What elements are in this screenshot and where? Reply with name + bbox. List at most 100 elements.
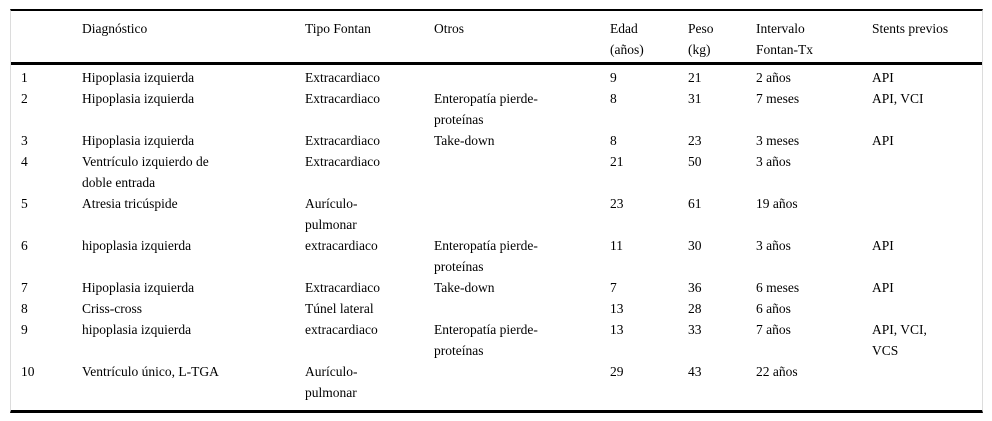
peso-cell: 43	[688, 363, 702, 379]
column-header-intervalo-fontan-tx: Intervalo Fontan-Tx	[756, 11, 872, 65]
stents-cell: API, VCI, VCS	[872, 321, 927, 358]
peso-cell: 31	[688, 90, 702, 106]
intervalo-cell: 19 años	[756, 195, 798, 211]
table-row: 3 Hipoplasia izquierda Extracardiaco Tak…	[11, 130, 982, 151]
column-header-peso: Peso (kg)	[688, 11, 756, 65]
peso-cell: 30	[688, 237, 702, 253]
edad-cell: 11	[610, 237, 623, 253]
tipo-fontan-cell: Extracardiaco	[305, 90, 380, 106]
stents-cell: API	[872, 69, 894, 85]
diagnostico-cell: Hipoplasia izquierda	[82, 90, 195, 106]
otros-cell	[434, 151, 610, 193]
table-row: 2 Hipoplasia izquierda Extracardiaco Ent…	[11, 88, 982, 130]
row-number-cell: 5	[21, 195, 28, 211]
intervalo-cell: 3 años	[756, 237, 791, 253]
intervalo-cell: 6 meses	[756, 279, 800, 295]
diagnostico-cell: Criss-cross	[82, 300, 142, 316]
tipo-fontan-cell: Extracardiaco	[305, 279, 380, 295]
row-number-cell: 4	[21, 153, 28, 169]
edad-cell: 9	[610, 69, 617, 85]
row-number-cell: 2	[21, 90, 28, 106]
diagnostico-cell: Hipoplasia izquierda	[82, 279, 195, 295]
edad-cell: 13	[610, 300, 624, 316]
peso-cell: 36	[688, 279, 702, 295]
peso-cell: 28	[688, 300, 702, 316]
table-row: 1 Hipoplasia izquierda Extracardiaco 9 2…	[11, 63, 982, 88]
intervalo-cell: 6 años	[756, 300, 791, 316]
otros-cell: Take-down	[434, 132, 495, 148]
intervalo-cell: 7 meses	[756, 90, 800, 106]
peso-cell: 61	[688, 195, 702, 211]
stents-cell	[872, 151, 982, 193]
row-number-cell: 8	[21, 300, 28, 316]
diagnostico-cell: Ventrículo único, L-TGA	[82, 363, 219, 379]
tipo-fontan-cell: extracardiaco	[305, 237, 378, 253]
edad-cell: 13	[610, 321, 624, 337]
stents-cell: API	[872, 132, 894, 148]
stents-cell: API	[872, 237, 894, 253]
edad-cell: 8	[610, 132, 617, 148]
patients-table: Diagnóstico Tipo Fontan Otros Edad (años…	[11, 11, 982, 403]
otros-cell	[434, 298, 610, 319]
tipo-fontan-cell: Aurículo- pulmonar	[305, 363, 358, 400]
patients-table-container: Diagnóstico Tipo Fontan Otros Edad (años…	[10, 9, 983, 413]
peso-cell: 23	[688, 132, 702, 148]
column-header-stents-previos: Stents previos	[872, 11, 982, 65]
diagnostico-cell: Atresia tricúspide	[82, 195, 178, 211]
tipo-fontan-cell: Extracardiaco	[305, 132, 380, 148]
otros-cell: Enteropatía pierde- proteínas	[434, 90, 538, 127]
tipo-fontan-cell: Extracardiaco	[305, 153, 380, 169]
intervalo-cell: 22 años	[756, 363, 798, 379]
intervalo-cell: 2 años	[756, 69, 791, 85]
diagnostico-cell: hipoplasia izquierda	[82, 237, 192, 253]
row-number-cell: 3	[21, 132, 28, 148]
row-number-cell: 9	[21, 321, 28, 337]
intervalo-cell: 3 años	[756, 153, 791, 169]
otros-cell: Take-down	[434, 279, 495, 295]
table-row: 4 Ventrículo izquierdo de doble entrada …	[11, 151, 982, 193]
otros-cell	[434, 63, 610, 88]
row-number-cell: 10	[21, 363, 35, 379]
column-header-diagnostico: Diagnóstico	[82, 11, 305, 65]
otros-cell	[434, 193, 610, 235]
diagnostico-cell: Ventrículo izquierdo de doble entrada	[82, 153, 209, 190]
row-number-cell: 7	[21, 279, 28, 295]
diagnostico-cell: hipoplasia izquierda	[82, 321, 192, 337]
diagnostico-cell: Hipoplasia izquierda	[82, 132, 195, 148]
otros-cell: Enteropatía pierde- proteínas	[434, 237, 538, 274]
intervalo-cell: 3 meses	[756, 132, 800, 148]
otros-cell: Enteropatía pierde- proteínas	[434, 321, 538, 358]
column-header-edad: Edad (años)	[610, 11, 688, 65]
table-row: 5 Atresia tricúspide Aurículo- pulmonar …	[11, 193, 982, 235]
table-row: 8 Criss-cross Túnel lateral 13 28 6 años	[11, 298, 982, 319]
tipo-fontan-cell: extracardiaco	[305, 321, 378, 337]
column-header-tipo-fontan: Tipo Fontan	[305, 11, 434, 65]
peso-cell: 50	[688, 153, 702, 169]
table-row: 10 Ventrículo único, L-TGA Aurículo- pul…	[11, 361, 982, 403]
edad-cell: 21	[610, 153, 624, 169]
row-number-cell: 1	[21, 69, 28, 85]
table-header-row: Diagnóstico Tipo Fontan Otros Edad (años…	[11, 11, 982, 65]
tipo-fontan-cell: Túnel lateral	[305, 300, 374, 316]
edad-cell: 8	[610, 90, 617, 106]
row-number-cell: 6	[21, 237, 28, 253]
column-header-number	[11, 11, 82, 65]
peso-cell: 33	[688, 321, 702, 337]
stents-cell	[872, 193, 982, 235]
tipo-fontan-cell: Extracardiaco	[305, 69, 380, 85]
stents-cell	[872, 298, 982, 319]
column-header-otros: Otros	[434, 11, 610, 65]
stents-cell	[872, 361, 982, 403]
tipo-fontan-cell: Aurículo- pulmonar	[305, 195, 358, 232]
peso-cell: 21	[688, 69, 702, 85]
stents-cell: API	[872, 279, 894, 295]
edad-cell: 23	[610, 195, 624, 211]
table-row: 9 hipoplasia izquierda extracardiaco Ent…	[11, 319, 982, 361]
otros-cell	[434, 361, 610, 403]
table-row: 7 Hipoplasia izquierda Extracardiaco Tak…	[11, 277, 982, 298]
stents-cell: API, VCI	[872, 90, 924, 106]
intervalo-cell: 7 años	[756, 321, 791, 337]
diagnostico-cell: Hipoplasia izquierda	[82, 69, 195, 85]
edad-cell: 7	[610, 279, 617, 295]
edad-cell: 29	[610, 363, 624, 379]
